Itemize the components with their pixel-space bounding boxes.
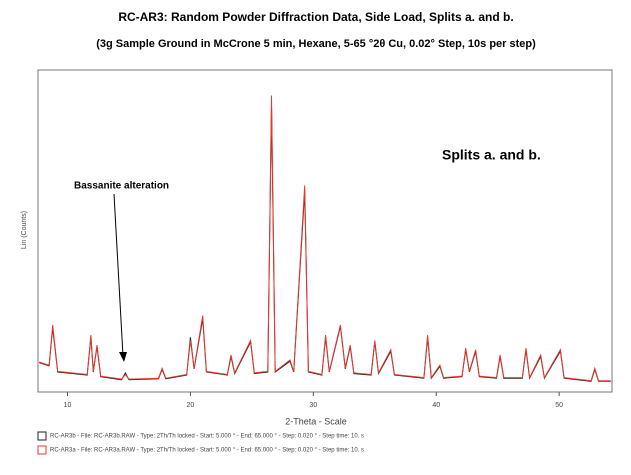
y-axis-label: Lin (Counts) [21,211,28,249]
annotation-arrow [113,193,124,357]
arrow-head [119,352,127,362]
legend-label: RC-AR3a - File: RC-AR3a.RAW - Type: 2Th/… [50,448,364,454]
x-tick-label: 10 [64,402,72,409]
legend-swatch [37,431,47,441]
chart-title: RC-AR3: Random Powder Diffraction Data, … [118,10,513,24]
legend-label: RC-AR3b - File: RC-AR3b.RAW - Type: 2Th/… [50,434,364,440]
plot-frame [37,69,613,393]
series-line [39,95,611,382]
legend-swatch [37,445,47,455]
plot [39,95,611,382]
x-tick-label: 30 [309,402,317,409]
x-axis-label: 2-Theta - Scale [285,416,347,426]
annotation: Splits a. and b. [442,147,541,163]
chart-subtitle: (3g Sample Ground in McCrone 5 min, Hexa… [96,38,536,50]
x-tick-label: 40 [432,402,440,409]
x-tick-label: 20 [187,402,195,409]
annotation: Bassanite alteration [74,181,169,192]
x-tick-label: 50 [555,402,563,409]
